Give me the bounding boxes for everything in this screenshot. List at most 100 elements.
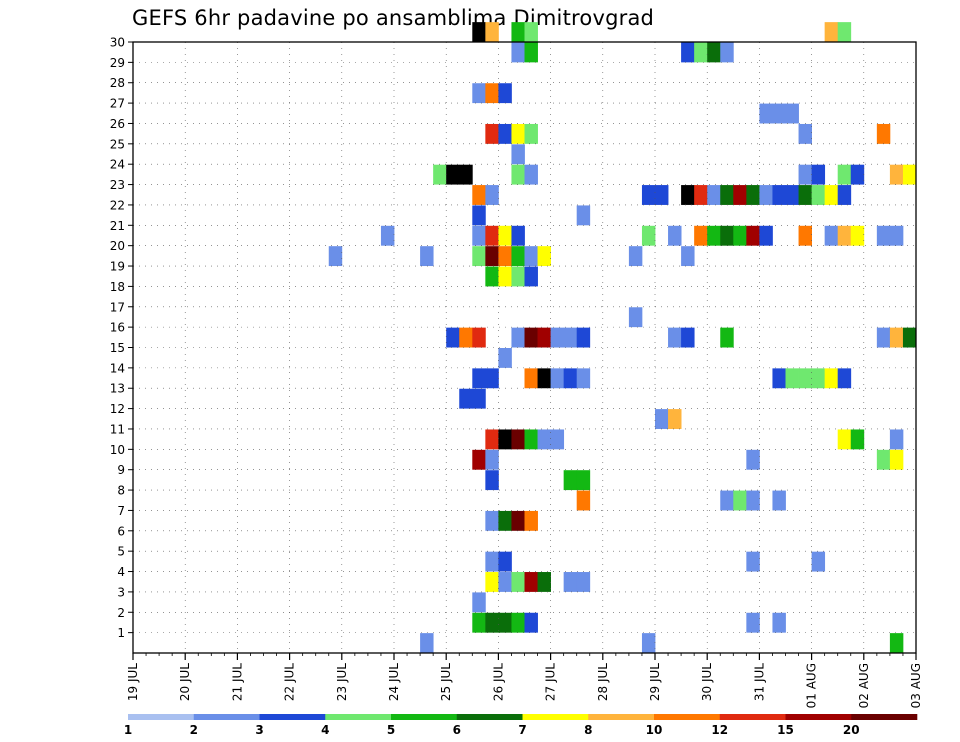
colorbar-swatch — [391, 714, 458, 720]
heatmap-cell — [576, 572, 591, 592]
colorbar-label: 4 — [321, 723, 329, 737]
heatmap-cell — [785, 103, 799, 124]
y-tick-label: 21 — [110, 219, 125, 233]
heatmap-cell — [889, 225, 904, 246]
heatmap-cell — [472, 327, 486, 348]
heatmap-cell — [733, 225, 747, 246]
colorbar-label: 8 — [584, 723, 592, 737]
y-tick-label: 29 — [110, 56, 125, 70]
heatmap-cell — [902, 164, 917, 185]
heatmap-cell — [850, 225, 865, 246]
heatmap-cell — [746, 612, 760, 633]
heatmap-cell — [798, 225, 812, 246]
y-tick-label: 4 — [117, 565, 125, 579]
heatmap-cell — [472, 205, 486, 226]
heatmap-cell — [433, 164, 447, 185]
y-tick-label: 2 — [117, 606, 125, 620]
heatmap-cell — [472, 185, 486, 205]
heatmap-cell — [837, 185, 852, 205]
heatmap-cell — [498, 348, 512, 368]
x-tick-label: 23 JUL — [335, 663, 349, 701]
colorbar-swatch — [325, 714, 392, 720]
y-tick-label: 10 — [110, 443, 125, 457]
heatmap-cell — [668, 327, 682, 348]
heatmap-cell — [668, 225, 682, 246]
heatmap-cell — [485, 225, 499, 246]
heatmap-cell — [824, 225, 839, 246]
heatmap-cell — [681, 185, 695, 205]
heatmap-cell — [485, 123, 499, 144]
y-tick-label: 7 — [117, 504, 125, 518]
heatmap-cell — [498, 246, 512, 267]
heatmap-cell — [498, 612, 512, 633]
heatmap-cell — [498, 510, 512, 531]
heatmap-cell — [537, 246, 551, 267]
heatmap-cell — [824, 22, 839, 42]
colorbar-swatch — [719, 714, 786, 720]
y-tick-label: 18 — [110, 280, 125, 294]
colorbar-swatch — [588, 714, 655, 720]
heatmap-cell — [511, 225, 525, 246]
heatmap-cell — [798, 368, 812, 389]
heatmap-cell — [837, 164, 852, 185]
heatmap-cell — [876, 225, 891, 246]
heatmap-cell — [889, 633, 904, 653]
heatmap-cell — [472, 83, 486, 104]
heatmap-cell — [524, 164, 538, 185]
heatmap-cell — [694, 185, 708, 205]
heatmap-cell — [485, 470, 499, 491]
heatmap-cell — [472, 592, 486, 613]
heatmap-cell — [733, 490, 747, 511]
y-tick-label: 12 — [110, 402, 125, 416]
heatmap-cell — [772, 103, 786, 124]
heatmap-cell — [707, 225, 721, 246]
colorbar-swatch — [259, 714, 326, 720]
x-tick-label: 29 JUL — [648, 663, 662, 701]
heatmap-cell — [511, 42, 525, 63]
heatmap-cell — [485, 22, 499, 42]
heatmap-cell — [563, 572, 578, 592]
heatmap-cell — [576, 327, 591, 348]
heatmap-cell — [720, 185, 734, 205]
y-tick-label: 13 — [110, 382, 125, 396]
colorbar-label: 6 — [453, 723, 461, 737]
heatmap-cells — [328, 22, 917, 653]
heatmap-cell — [889, 429, 904, 450]
heatmap-cell — [746, 490, 760, 511]
colorbar-label: 10 — [646, 723, 663, 737]
heatmap-cell — [498, 572, 512, 592]
heatmap-cell — [511, 266, 525, 287]
heatmap-cell — [485, 449, 499, 470]
y-tick-label: 17 — [110, 300, 125, 314]
y-tick-label: 26 — [110, 117, 125, 131]
heatmap-cell — [837, 368, 852, 389]
heatmap-cell — [524, 510, 538, 531]
y-tick-label: 3 — [117, 585, 125, 599]
heatmap-cell — [485, 510, 499, 531]
heatmap-cell — [563, 368, 578, 389]
heatmap-cell — [459, 388, 473, 409]
heatmap-cell — [641, 225, 656, 246]
heatmap-cell — [694, 42, 708, 63]
heatmap-cell — [889, 449, 904, 470]
heatmap-cell — [837, 429, 852, 450]
x-tick-label: 25 JUL — [439, 663, 453, 701]
heatmap-cell — [628, 307, 643, 328]
heatmap-cell — [563, 470, 578, 491]
colorbar-swatch — [193, 714, 260, 720]
heatmap-cell — [537, 572, 551, 592]
y-tick-label: 5 — [117, 545, 125, 559]
heatmap-cell — [720, 327, 734, 348]
y-tick-label: 14 — [110, 361, 125, 375]
colorbar: 1 2 3 4 5 6 7 8 10 12 15 20 — [124, 714, 918, 737]
heatmap-cell — [707, 42, 721, 63]
x-tick-label: 19 JUL — [126, 663, 140, 701]
heatmap-cell — [511, 164, 525, 185]
y-tick-label: 15 — [110, 341, 125, 355]
heatmap-cell — [850, 164, 865, 185]
x-tick-label: 02 AUG — [857, 663, 871, 708]
heatmap-cell — [837, 225, 852, 246]
x-tick-label: 30 JUL — [700, 663, 714, 701]
colorbar-label: 1 — [124, 723, 132, 737]
x-tick-label: 26 JUL — [491, 663, 505, 701]
